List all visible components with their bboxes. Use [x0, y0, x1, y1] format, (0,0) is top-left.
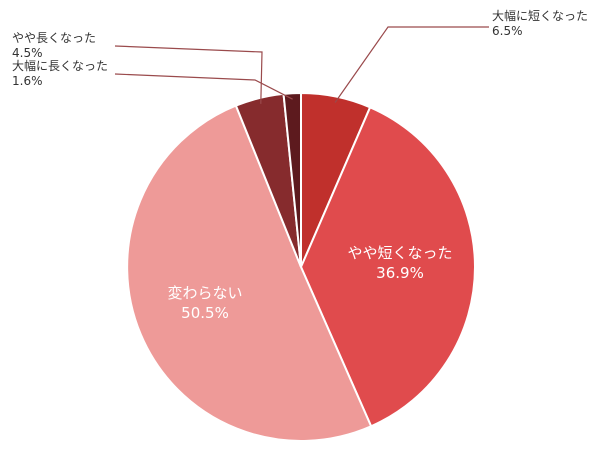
- slice-label-2: やや短くなった: [347, 244, 452, 262]
- pie-slice-3: [126, 104, 373, 442]
- slice-label-4: やや長くなった: [12, 31, 96, 45]
- leader-line-4: [114, 45, 263, 104]
- leader-line-5: [114, 73, 293, 100]
- slice-label-1: 大幅に短くなった: [492, 8, 588, 23]
- pie-slice-5: [282, 91, 302, 268]
- slice-value-4: 4.5%: [12, 46, 43, 60]
- slice-value-2: 36.9%: [376, 264, 424, 282]
- pie-slice-2: [299, 105, 476, 428]
- slice-value-3: 50.5%: [181, 304, 229, 322]
- slice-label-3: 変わらない: [167, 284, 242, 302]
- leader-line-1: [334, 26, 489, 103]
- slice-value-1: 6.5%: [492, 24, 523, 38]
- slice-label-5: 大幅に長くなった: [12, 58, 108, 73]
- slice-value-5: 1.6%: [12, 74, 43, 88]
